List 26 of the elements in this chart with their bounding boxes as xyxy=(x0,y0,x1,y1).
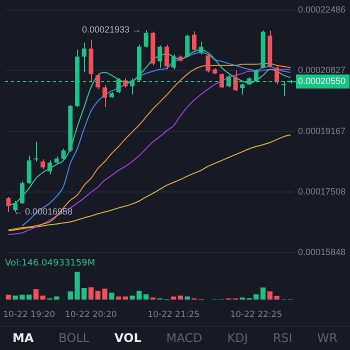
x-tick-label: 10-22 20:20 xyxy=(65,310,117,320)
bar xyxy=(109,292,114,300)
text: KDJ xyxy=(227,331,248,345)
y-tick-label: 0.00015848 xyxy=(298,247,346,258)
text: BOLL xyxy=(58,331,90,345)
y-tick-label: 0.00017508 xyxy=(298,186,346,196)
bar xyxy=(33,289,39,300)
text: WR xyxy=(317,331,338,345)
text: RSI xyxy=(272,331,292,345)
text: MA xyxy=(12,331,34,345)
bar xyxy=(88,287,94,300)
y-tick-label: 0.00020827 xyxy=(298,65,346,76)
bar xyxy=(260,287,266,300)
annotation: 0.00021933 → xyxy=(82,24,142,35)
bar xyxy=(178,296,184,300)
line-series xyxy=(8,134,292,232)
x-tick-label: 10-22 19:20 xyxy=(3,310,56,320)
text: VOL xyxy=(114,331,142,345)
text: MACD xyxy=(166,331,202,345)
x-tick-label: 10-22 22:25 xyxy=(230,310,282,320)
bar xyxy=(40,296,46,300)
y-tick-label: 0.00019167 xyxy=(298,126,346,136)
y-tick-label: 0.00022486 xyxy=(298,4,346,14)
chart-title: Vol:146.04933159M xyxy=(5,258,96,269)
ref-line-label: 0.00020550 xyxy=(298,76,346,86)
x-tick-label: 10-22 21:25 xyxy=(148,310,200,320)
